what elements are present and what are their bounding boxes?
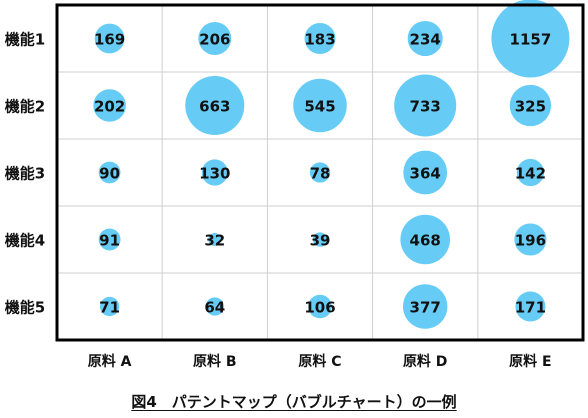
bubble [185, 75, 245, 136]
bubble [509, 84, 552, 127]
bubble [198, 22, 232, 55]
bubble-value-label: 733 [410, 98, 441, 116]
bubble [293, 78, 347, 133]
y-tick-label: 機能4 [5, 232, 45, 250]
bubble-value-label: 90 [99, 165, 120, 183]
bubble-value-label: 78 [310, 165, 331, 183]
y-tick-label: 機能5 [5, 299, 45, 317]
bubble-value-label: 206 [199, 31, 230, 49]
bubble-value-label: 32 [204, 232, 225, 250]
bubble [394, 74, 457, 137]
x-tick-label: 原料 C [298, 353, 341, 370]
figure-caption-text: 図4 パテントマップ（バブルチャート）の一例 [131, 393, 457, 411]
bubble [407, 20, 443, 57]
bubble [514, 223, 547, 256]
bubble-value-label: 364 [410, 165, 441, 183]
bubble [402, 284, 448, 329]
bubble-value-label: 64 [204, 299, 225, 317]
bubble [309, 162, 331, 183]
bubble-value-label: 39 [310, 232, 331, 250]
bubble-value-label: 234 [410, 31, 441, 49]
bubble-value-label: 171 [515, 299, 546, 317]
bubble [516, 158, 545, 187]
bubble-chart: 169 206 183 234 1157 202 663 545 733 325 90 130 78 36… [5, 0, 585, 370]
y-tick-label: 機能1 [5, 31, 45, 49]
y-tick-label: 機能3 [5, 165, 45, 183]
bubble-value-label: 1157 [510, 31, 552, 49]
bubble [94, 23, 125, 54]
bubble [403, 150, 448, 195]
bubble [201, 159, 228, 186]
bubble-value-label: 325 [515, 98, 546, 116]
bubble-value-label: 106 [304, 299, 335, 317]
bubble [304, 22, 336, 55]
bubble-value-label: 71 [99, 299, 120, 317]
x-tick-label: 原料 E [509, 353, 551, 370]
bubble-value-label: 169 [94, 31, 125, 49]
x-tick-label: 原料 D [403, 353, 448, 370]
bubble [312, 232, 328, 247]
bubble-value-label: 196 [515, 232, 546, 250]
bubble-value-label: 468 [410, 232, 441, 250]
plot-frame [55, 3, 585, 342]
bubble-value-label: 202 [94, 98, 125, 116]
bubble-value-label: 91 [99, 232, 120, 250]
bubble [491, 0, 570, 78]
bubble [93, 89, 126, 122]
figure-caption: 図4 パテントマップ（バブルチャート）の一例 [0, 391, 588, 412]
bubble [515, 291, 546, 322]
bubble-value-label: 377 [410, 299, 441, 317]
bubble [98, 161, 121, 184]
x-tick-label: 原料 A [88, 353, 132, 370]
bubble-value-label: 545 [304, 98, 335, 116]
bubble [400, 214, 451, 265]
bubble-value-label: 142 [515, 165, 546, 183]
bubble-value-label: 183 [304, 31, 335, 49]
bubble [208, 233, 222, 246]
bubble [98, 228, 121, 251]
bubble-value-label: 130 [199, 165, 230, 183]
bubble [99, 296, 120, 317]
x-tick-label: 原料 B [193, 353, 237, 370]
bubble [205, 297, 224, 316]
bubble [308, 294, 332, 319]
y-tick-label: 機能2 [5, 98, 45, 116]
bubble-value-label: 663 [199, 98, 230, 116]
